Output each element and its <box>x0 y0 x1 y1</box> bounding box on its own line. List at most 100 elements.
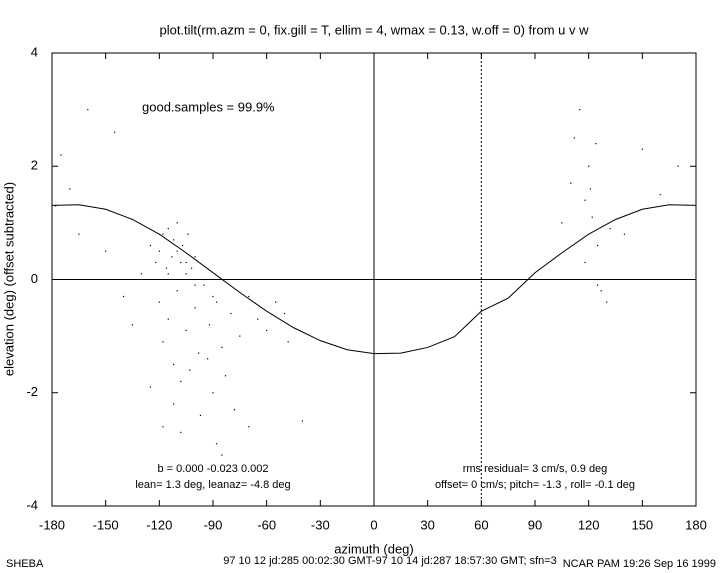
scatter-point <box>173 239 175 241</box>
scatter-point <box>579 109 581 111</box>
scatter-point <box>171 256 173 258</box>
scatter-point <box>140 273 143 275</box>
x-tick-label: -120 <box>146 517 172 532</box>
scatter-point <box>600 290 602 292</box>
scatter-point <box>78 233 80 235</box>
scatter-point <box>584 199 586 201</box>
scatter-point <box>248 426 250 428</box>
scatter-point <box>176 250 178 252</box>
scatter-point <box>158 301 160 303</box>
scatter-point <box>659 193 661 196</box>
x-tick-label: 150 <box>631 517 653 532</box>
scatter-point <box>589 188 592 190</box>
scatter-point <box>190 267 193 269</box>
scatter-point <box>187 233 189 235</box>
scatter-point <box>155 261 157 264</box>
scatter-point <box>60 154 62 156</box>
scatter-point <box>215 443 218 445</box>
y-tick-label: 2 <box>31 158 38 173</box>
scatter-point <box>584 261 586 264</box>
scatter-point <box>203 278 205 281</box>
x-axis-label: azimuth (deg) <box>334 541 413 556</box>
x-tick-label: -150 <box>93 517 119 532</box>
scatter-point <box>573 137 575 139</box>
scatter-point <box>162 426 164 428</box>
scatter-point <box>180 431 182 433</box>
scatter-point <box>185 329 187 332</box>
annotation: lean= 1.3 deg, leanaz= -4.8 deg <box>135 479 290 491</box>
y-tick-label: 0 <box>31 271 38 286</box>
annotation: offset= 0 cm/s; pitch= -1.3 , roll= -0.1… <box>435 479 635 491</box>
scatter-point <box>215 301 218 303</box>
scatter-point <box>149 386 151 388</box>
scatter-point <box>199 414 202 416</box>
scatter-point <box>605 301 608 303</box>
scatter-point <box>597 284 599 286</box>
scatter-point <box>641 148 643 150</box>
scatter-point <box>165 267 168 269</box>
x-tick-label: -30 <box>311 517 330 532</box>
scatter-point <box>609 227 611 230</box>
scatter-point <box>212 392 214 394</box>
scatter-point <box>87 109 89 111</box>
annotation: rms residual= 3 cm/s, 0.9 deg <box>463 463 608 475</box>
scatter-point <box>591 216 593 218</box>
scatter-point <box>69 188 71 190</box>
scatter-point <box>208 324 211 326</box>
scatter-point <box>173 363 175 366</box>
scatter-point <box>301 420 304 422</box>
scatter-point <box>212 295 214 298</box>
x-tick-label: 0 <box>370 517 377 532</box>
scatter-point <box>114 131 116 133</box>
scatter-point <box>595 143 597 145</box>
chart-title: plot.tilt(rm.azm = 0, fix.gill = T, elli… <box>159 22 589 37</box>
scatter-point <box>180 261 182 264</box>
footer: 97 10 12 jd:285 00:02:30 GMT-97 10 14 jd… <box>223 555 557 567</box>
scatter-point <box>162 341 164 343</box>
scatter-point <box>207 358 209 360</box>
x-tick-label: 180 <box>685 517 707 532</box>
scatter-point <box>185 273 187 275</box>
y-tick-label: -4 <box>26 497 38 512</box>
scatter-point <box>198 352 200 354</box>
scatter-point <box>221 346 223 349</box>
scatter-point <box>287 341 289 343</box>
scatter-point <box>230 312 232 315</box>
x-tick-label: -60 <box>257 517 276 532</box>
scatter-point <box>173 403 175 405</box>
scatter-point <box>203 284 205 286</box>
x-tick-label: 90 <box>528 517 542 532</box>
scatter-point <box>275 301 277 303</box>
y-tick-label: -2 <box>26 384 38 399</box>
scatter-point <box>180 380 182 383</box>
scatter-point <box>176 290 178 292</box>
footer: NCAR PAM 19:26 Sep 16 1999 <box>563 558 716 570</box>
scatter-point <box>149 244 151 247</box>
scatter-point <box>158 250 160 252</box>
scatter-point <box>189 369 191 371</box>
annotation: good.samples = 99.9% <box>142 99 275 114</box>
fit-curve <box>51 204 697 355</box>
scatter-point <box>194 284 196 286</box>
scatter-point <box>233 409 236 411</box>
scatter-point <box>257 318 259 320</box>
scatter-point <box>239 335 241 337</box>
scatter-point <box>167 273 169 275</box>
scatter-point <box>266 329 268 332</box>
scatter-point <box>167 227 169 230</box>
scatter-point <box>248 295 250 298</box>
scatter-point <box>185 261 187 264</box>
scatter-point <box>597 244 599 247</box>
scatter-point <box>570 182 572 184</box>
x-tick-label: 60 <box>474 517 488 532</box>
x-tick-label: -180 <box>39 517 65 532</box>
scatter-point <box>162 233 164 235</box>
scatter-point <box>561 222 563 224</box>
scatter-point <box>122 295 125 298</box>
x-tick-label: 30 <box>420 517 434 532</box>
annotation: b = 0.000 -0.023 0.002 <box>157 463 268 475</box>
x-tick-label: -90 <box>204 517 223 532</box>
scatter-point <box>224 375 227 377</box>
scatter-point <box>283 312 286 315</box>
